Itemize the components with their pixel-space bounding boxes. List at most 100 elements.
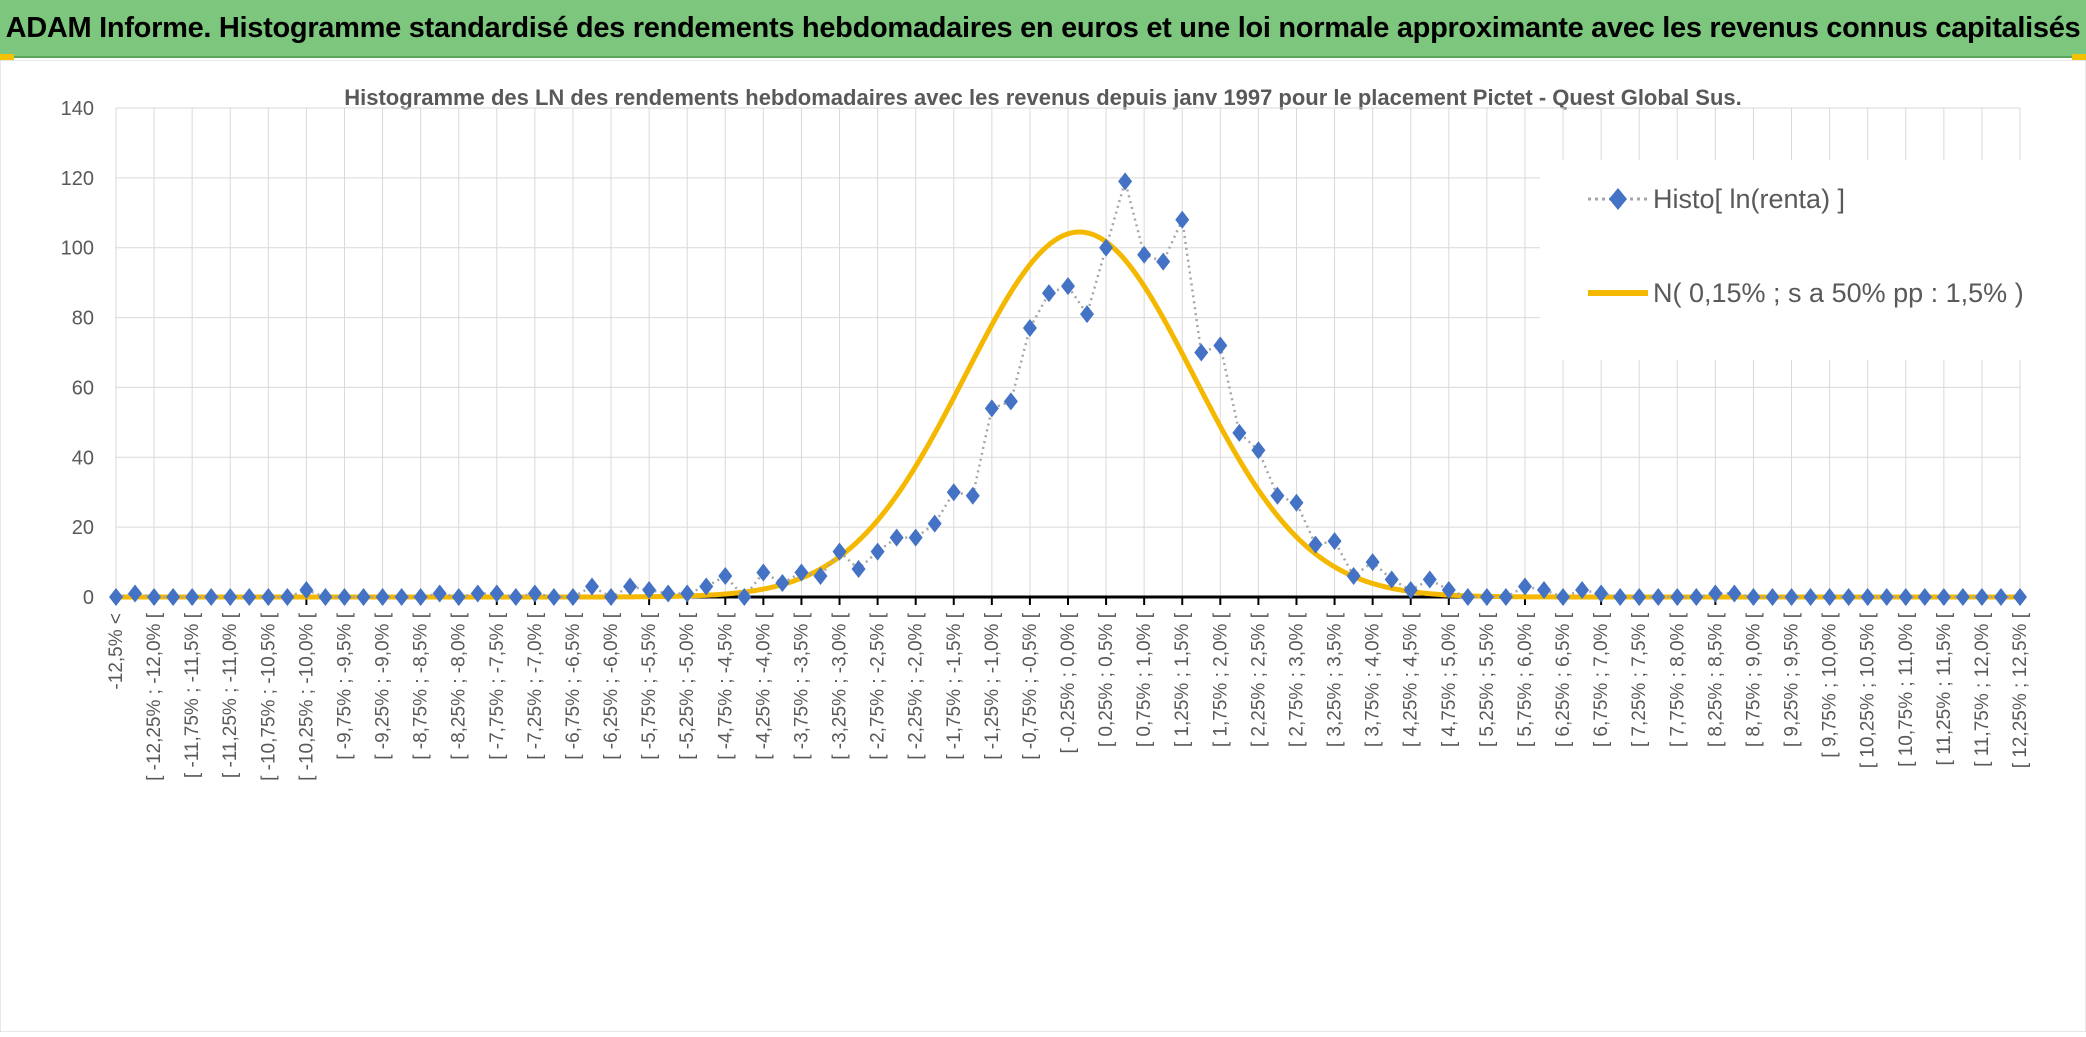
histo-point: [699, 577, 714, 596]
x-tick-label: [ 4,25% ; 4,5% [: [1401, 612, 1422, 747]
histo-point: [946, 483, 961, 502]
x-tick-label: [ -7,25% ; -7,0% [: [525, 612, 546, 760]
histo-point: [147, 588, 162, 606]
x-tick-label: [ -4,25% ; -4,0% [: [753, 612, 774, 760]
x-tick-label: [ 8,25% ; 8,5% [: [1705, 612, 1726, 747]
histo-point: [1251, 441, 1266, 460]
x-tick-label: [ -6,25% ; -6,0% [: [601, 612, 622, 760]
histo-point: [337, 588, 352, 606]
histo-point: [1936, 588, 1951, 606]
x-tick-label: [ -3,75% ; -3,5% [: [791, 612, 812, 760]
histo-point: [889, 528, 904, 547]
histo-point: [1232, 423, 1247, 442]
x-tick-label: [ -7,75% ; -7,5% [: [487, 612, 508, 760]
histo-point: [756, 563, 771, 582]
histo-point: [1613, 588, 1628, 606]
histo-point: [1537, 581, 1551, 600]
histo-point: [413, 588, 428, 606]
histo-point: [718, 567, 733, 586]
x-tick-label: [ -2,25% ; -2,0% [: [906, 612, 927, 760]
x-tick-label: [ -5,25% ; -5,0% [: [677, 612, 698, 760]
x-tick-label: [ 1,25% ; 1,5% [: [1172, 612, 1193, 747]
x-tick-label: [ 10,75% ; 11,0% [: [1896, 612, 1917, 767]
legend: Histo[ ln(renta) ] N( 0,15% ; s a 50% pp…: [1540, 160, 2070, 360]
chart-area: Histogramme des LN des rendements hebdom…: [0, 59, 2086, 1033]
y-tick-label: 80: [72, 308, 94, 330]
histogram-chart: Histogramme des LN des rendements hebdom…: [0, 59, 2086, 1033]
histo-point: [128, 584, 143, 603]
x-tick-label: [ -10,75% ; -10,5% [: [258, 612, 279, 781]
legend-box: [1540, 160, 2070, 360]
histo-point: [1308, 535, 1323, 554]
histo-point: [1727, 584, 1742, 603]
x-tick-label: [ 7,25% ; 7,5% [: [1629, 612, 1650, 747]
x-tick-label: [ -1,25% ; -1,0% [: [982, 612, 1003, 760]
histo-point: [737, 588, 752, 606]
histo-point: [204, 588, 219, 606]
histo-point: [1632, 588, 1647, 606]
histo-point: [375, 588, 390, 606]
x-tick-label: [ 3,25% ; 3,5% [: [1325, 612, 1346, 747]
x-tick-label: [ -11,75% ; -11,5% [: [182, 612, 203, 778]
histo-point: [2013, 588, 2027, 606]
x-tick-label: [ 2,25% ; 2,5% [: [1248, 612, 1269, 747]
histo-point: [832, 542, 847, 561]
histo-point: [223, 588, 238, 606]
histo-point: [908, 528, 923, 547]
histo-point: [1974, 588, 1989, 606]
histo-point: [1270, 486, 1285, 505]
x-tick-label: [ 8,75% ; 9,0% [: [1743, 612, 1764, 747]
histo-point: [166, 588, 181, 606]
histo-point: [1708, 584, 1723, 603]
x-tick-label: [ 7,75% ; 8,0% [: [1667, 612, 1688, 747]
x-tick-label: [ -4,75% ; -4,5% [: [715, 612, 736, 760]
histo-point: [1041, 284, 1056, 303]
histo-point: [242, 588, 257, 606]
x-tick-label: [ 6,75% ; 7,0% [: [1591, 612, 1612, 747]
histo-point: [870, 542, 885, 561]
histo-point: [794, 563, 809, 582]
x-tick-label: [ 11,75% ; 12,0% [: [1972, 612, 1993, 767]
histo-point: [1955, 588, 1970, 606]
histo-point: [585, 577, 599, 596]
histo-point: [394, 588, 409, 606]
histo-point: [489, 584, 504, 603]
histo-point: [1175, 210, 1190, 229]
histo-point: [1365, 553, 1380, 572]
y-tick-label: 20: [72, 517, 94, 539]
x-tick-label: [ -3,25% ; -3,0% [: [830, 612, 851, 760]
histo-point: [356, 588, 371, 606]
histo-point: [1651, 588, 1666, 606]
histo-point: [851, 560, 866, 579]
y-tick-label: 0: [83, 587, 94, 609]
x-tick-label: [ -6,75% ; -6,5% [: [563, 612, 584, 760]
y-tick-label: 60: [72, 377, 94, 399]
histo-point: [813, 567, 828, 586]
histo-point: [1594, 584, 1609, 603]
histo-point: [1080, 305, 1095, 324]
histo-point: [1156, 252, 1171, 271]
report-header: ADAM Informe. Histogramme standardisé de…: [0, 0, 2086, 58]
legend-histo-marker: [1609, 188, 1627, 210]
x-tick-label: [ 9,75% ; 10,0% [: [1820, 612, 1841, 757]
x-tick-label: [ -8,75% ; -8,5% [: [411, 612, 432, 760]
histo-point: [1746, 588, 1761, 606]
histo-point: [984, 399, 999, 418]
x-tick-label: [ -5,75% ; -5,5% [: [639, 612, 660, 760]
histo-point: [1460, 588, 1475, 606]
x-tick-label: [ -1,75% ; -1,5% [: [944, 612, 965, 760]
x-tick-label: [ -11,25% ; -11,0% [: [220, 612, 241, 778]
histo-point: [1765, 588, 1780, 606]
histo-point: [1118, 172, 1133, 191]
x-tick-label: [ 0,25% ; 0,5% [: [1096, 612, 1117, 747]
histo-point: [1803, 588, 1818, 606]
histo-point: [1670, 588, 1685, 606]
histo-point: [1841, 588, 1856, 606]
histo-point: [109, 588, 123, 606]
chart-title: Histogramme des LN des rendements hebdom…: [344, 85, 1741, 110]
x-tick-label: [ 4,75% ; 5,0% [: [1439, 612, 1460, 747]
x-tick-label: [ 2,75% ; 3,0% [: [1286, 612, 1307, 747]
x-tick-label: [ 1,75% ; 2,0% [: [1210, 612, 1231, 747]
histo-point: [1479, 588, 1494, 606]
x-tick-label: -12,5% <: [106, 613, 127, 690]
